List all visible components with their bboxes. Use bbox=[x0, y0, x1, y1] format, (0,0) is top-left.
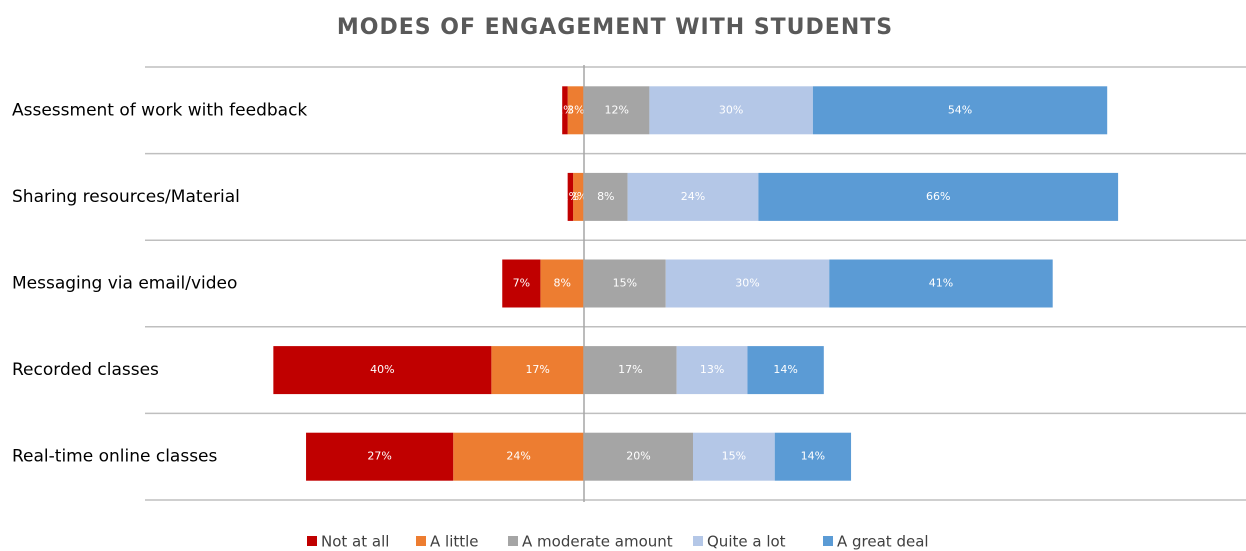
bar-segment bbox=[567, 86, 584, 135]
value-label: 15% bbox=[722, 450, 746, 463]
value-label: 12% bbox=[604, 103, 628, 116]
bar-segment bbox=[812, 86, 1108, 135]
legend-label: Not at all bbox=[321, 533, 389, 551]
value-label: 20% bbox=[626, 450, 650, 463]
value-label: 30% bbox=[719, 103, 743, 116]
value-label: 17% bbox=[618, 363, 642, 376]
value-label: 27% bbox=[367, 450, 391, 463]
bar-segment bbox=[676, 346, 748, 395]
legend-swatch bbox=[693, 536, 703, 546]
value-label: 8% bbox=[553, 277, 570, 290]
bar-segment bbox=[573, 172, 584, 221]
bar-segment bbox=[649, 86, 813, 135]
category-label: Recorded classes bbox=[12, 360, 159, 380]
category-label: Messaging via email/video bbox=[12, 274, 237, 294]
bar-segment bbox=[774, 432, 852, 481]
bar-segment bbox=[273, 346, 492, 395]
value-label: 14% bbox=[801, 450, 825, 463]
value-label: 2% bbox=[570, 190, 587, 203]
value-label: 1% bbox=[556, 103, 573, 116]
bar-segment bbox=[584, 86, 650, 135]
bar-segment bbox=[693, 432, 775, 481]
value-label: 13% bbox=[700, 363, 724, 376]
bar-segment bbox=[540, 259, 584, 308]
bar-segment bbox=[627, 172, 759, 221]
bar-segment bbox=[747, 346, 824, 395]
category-label: Sharing resources/Material bbox=[12, 187, 240, 207]
value-label: 14% bbox=[773, 363, 797, 376]
value-label: 1% bbox=[562, 190, 579, 203]
legend-label: Quite a lot bbox=[707, 533, 786, 551]
legend-swatch bbox=[307, 536, 317, 546]
bar-segment bbox=[584, 172, 628, 221]
category-label: Real-time online classes bbox=[12, 447, 218, 467]
bar-segment bbox=[562, 86, 568, 135]
bar-segment bbox=[829, 259, 1053, 308]
bar-segment bbox=[758, 172, 1119, 221]
bar-segment bbox=[584, 432, 693, 481]
value-label: 24% bbox=[506, 450, 530, 463]
value-label: 54% bbox=[948, 103, 972, 116]
bar-segment bbox=[584, 346, 677, 395]
bar-segment bbox=[584, 259, 666, 308]
bar-segment bbox=[665, 259, 830, 308]
legend-label: A little bbox=[430, 533, 479, 551]
value-label: 15% bbox=[613, 277, 637, 290]
value-label: 17% bbox=[525, 363, 549, 376]
value-label: 24% bbox=[681, 190, 705, 203]
bar-segment bbox=[453, 432, 584, 481]
legend-swatch bbox=[508, 536, 518, 546]
category-label: Assessment of work with feedback bbox=[12, 100, 307, 120]
legend-label: A moderate amount bbox=[522, 533, 673, 551]
value-label: 66% bbox=[926, 190, 950, 203]
bar-segment bbox=[502, 259, 541, 308]
bar-segment bbox=[491, 346, 584, 395]
value-label: 30% bbox=[735, 277, 759, 290]
bar-segment bbox=[306, 432, 454, 481]
chart-title: MODES OF ENGAGEMENT WITH STUDENTS bbox=[337, 15, 893, 40]
legend-swatch bbox=[416, 536, 426, 546]
bar-segment bbox=[567, 172, 574, 221]
value-label: 41% bbox=[929, 277, 953, 290]
value-label: 8% bbox=[597, 190, 614, 203]
legend-label: A great deal bbox=[837, 533, 929, 551]
legend-swatch bbox=[823, 536, 833, 546]
value-label: 7% bbox=[513, 277, 530, 290]
value-label: 3% bbox=[567, 103, 584, 116]
value-label: 40% bbox=[370, 363, 394, 376]
